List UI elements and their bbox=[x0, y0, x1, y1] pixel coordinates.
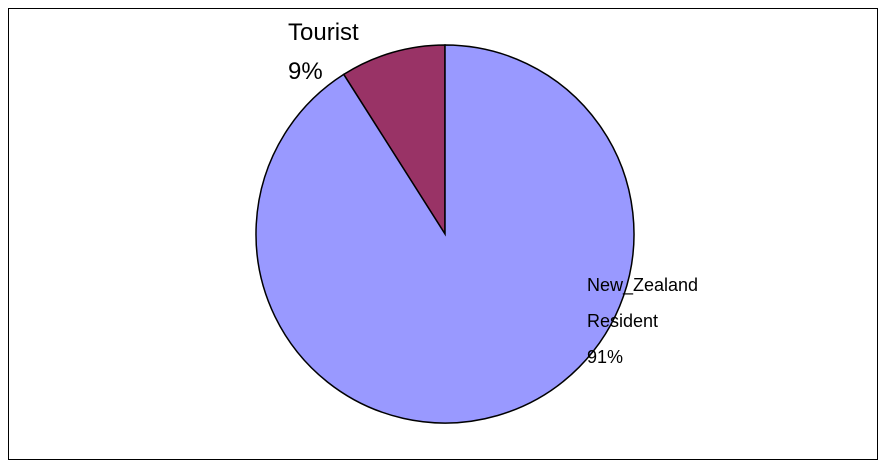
pie-slice-tourist bbox=[342, 44, 446, 237]
pie-slices bbox=[255, 44, 635, 424]
slice-label-tourist: Tourist bbox=[288, 19, 359, 46]
slice-percent-tourist: 9% bbox=[288, 58, 323, 85]
slice-percent-nz: 91% bbox=[587, 347, 623, 367]
slice-label-nz-line1: New_Zealand bbox=[587, 275, 698, 296]
slice-label-nz-line2: Resident bbox=[587, 311, 658, 331]
pie-slice-new-zealand-resident bbox=[255, 44, 635, 424]
